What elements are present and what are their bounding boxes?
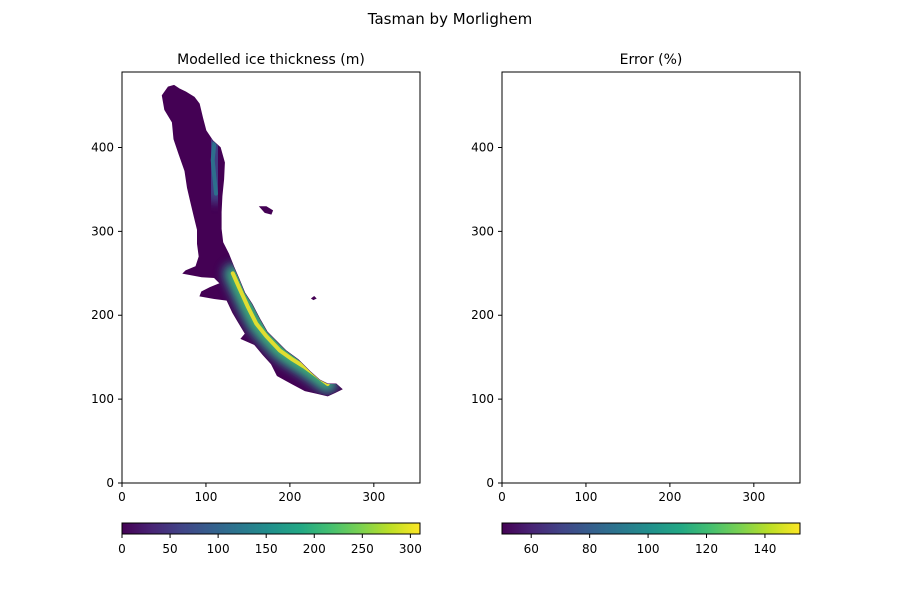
thickness-colorbar-tick-label: 300	[399, 542, 422, 556]
thickness-colorbar: 0 50 100 150 200 250 300	[118, 522, 422, 556]
error-axis-ticks: 0 100 200 300 0 100 200 300 400	[471, 140, 765, 504]
thickness-xtick-label: 300	[362, 490, 385, 504]
glacier-tributary-patch	[310, 296, 317, 301]
error-ytick-label: 200	[471, 308, 494, 322]
error-colorbar-tick-label: 140	[753, 542, 776, 556]
error-ytick-label: 300	[471, 224, 494, 238]
error-xtick-label: 0	[498, 490, 506, 504]
thickness-colorbar-tick-label: 150	[255, 542, 278, 556]
error-colorbar-tick-label: 100	[637, 542, 660, 556]
thickness-xtick-label: 200	[278, 490, 301, 504]
thickness-colorbar-tick-label: 50	[162, 542, 177, 556]
error-colorbar: 60 80 100 120 140	[501, 522, 801, 556]
error-colorbar-tick-label: 60	[524, 542, 539, 556]
thickness-title: Modelled ice thickness (m)	[177, 52, 365, 68]
thickness-colorbar-tick-label: 100	[207, 542, 230, 556]
thickness-map	[161, 84, 343, 397]
thickness-panel: Modelled ice thickness (m) 0 100 200 300 0 10…	[91, 52, 422, 556]
error-ytick-label: 0	[486, 476, 494, 490]
thickness-ridge-core	[210, 141, 218, 196]
error-xtick-label: 200	[658, 490, 681, 504]
error-colorbar-tick-label: 120	[695, 542, 718, 556]
figure-suptitle: Tasman by Morlighem	[367, 10, 532, 28]
thickness-axes-frame	[121, 71, 421, 484]
thickness-xtick-label: 100	[194, 490, 217, 504]
thickness-ytick-label: 200	[91, 308, 114, 322]
thickness-ytick-label: 100	[91, 392, 114, 406]
error-axes-frame	[501, 71, 801, 484]
error-title: Error (%)	[620, 52, 683, 68]
thickness-ytick-label: 0	[106, 476, 114, 490]
thickness-axis-ticks: 0 100 200 300 0 100 200 300 400	[91, 140, 385, 504]
error-panel: Error (%) 0 100 200 300 0 100 200 300 400 60 80 10…	[471, 52, 801, 556]
error-colorbar-gradient	[501, 522, 801, 535]
thickness-colorbar-tick-label: 200	[303, 542, 326, 556]
thickness-colorbar-tick-label: 0	[118, 542, 126, 556]
error-colorbar-tick-label: 80	[582, 542, 597, 556]
glacier-body	[161, 84, 343, 397]
error-ytick-label: 400	[471, 140, 494, 154]
thickness-colorbar-gradient	[121, 522, 421, 535]
thickness-colorbar-tick-label: 250	[351, 542, 374, 556]
error-ytick-label: 100	[471, 392, 494, 406]
error-xtick-label: 100	[574, 490, 597, 504]
thickness-xtick-label: 0	[118, 490, 126, 504]
thickness-ytick-label: 300	[91, 224, 114, 238]
thickness-ytick-label: 400	[91, 140, 114, 154]
glacier-tributary-patch	[258, 206, 274, 215]
error-xtick-label: 300	[742, 490, 765, 504]
